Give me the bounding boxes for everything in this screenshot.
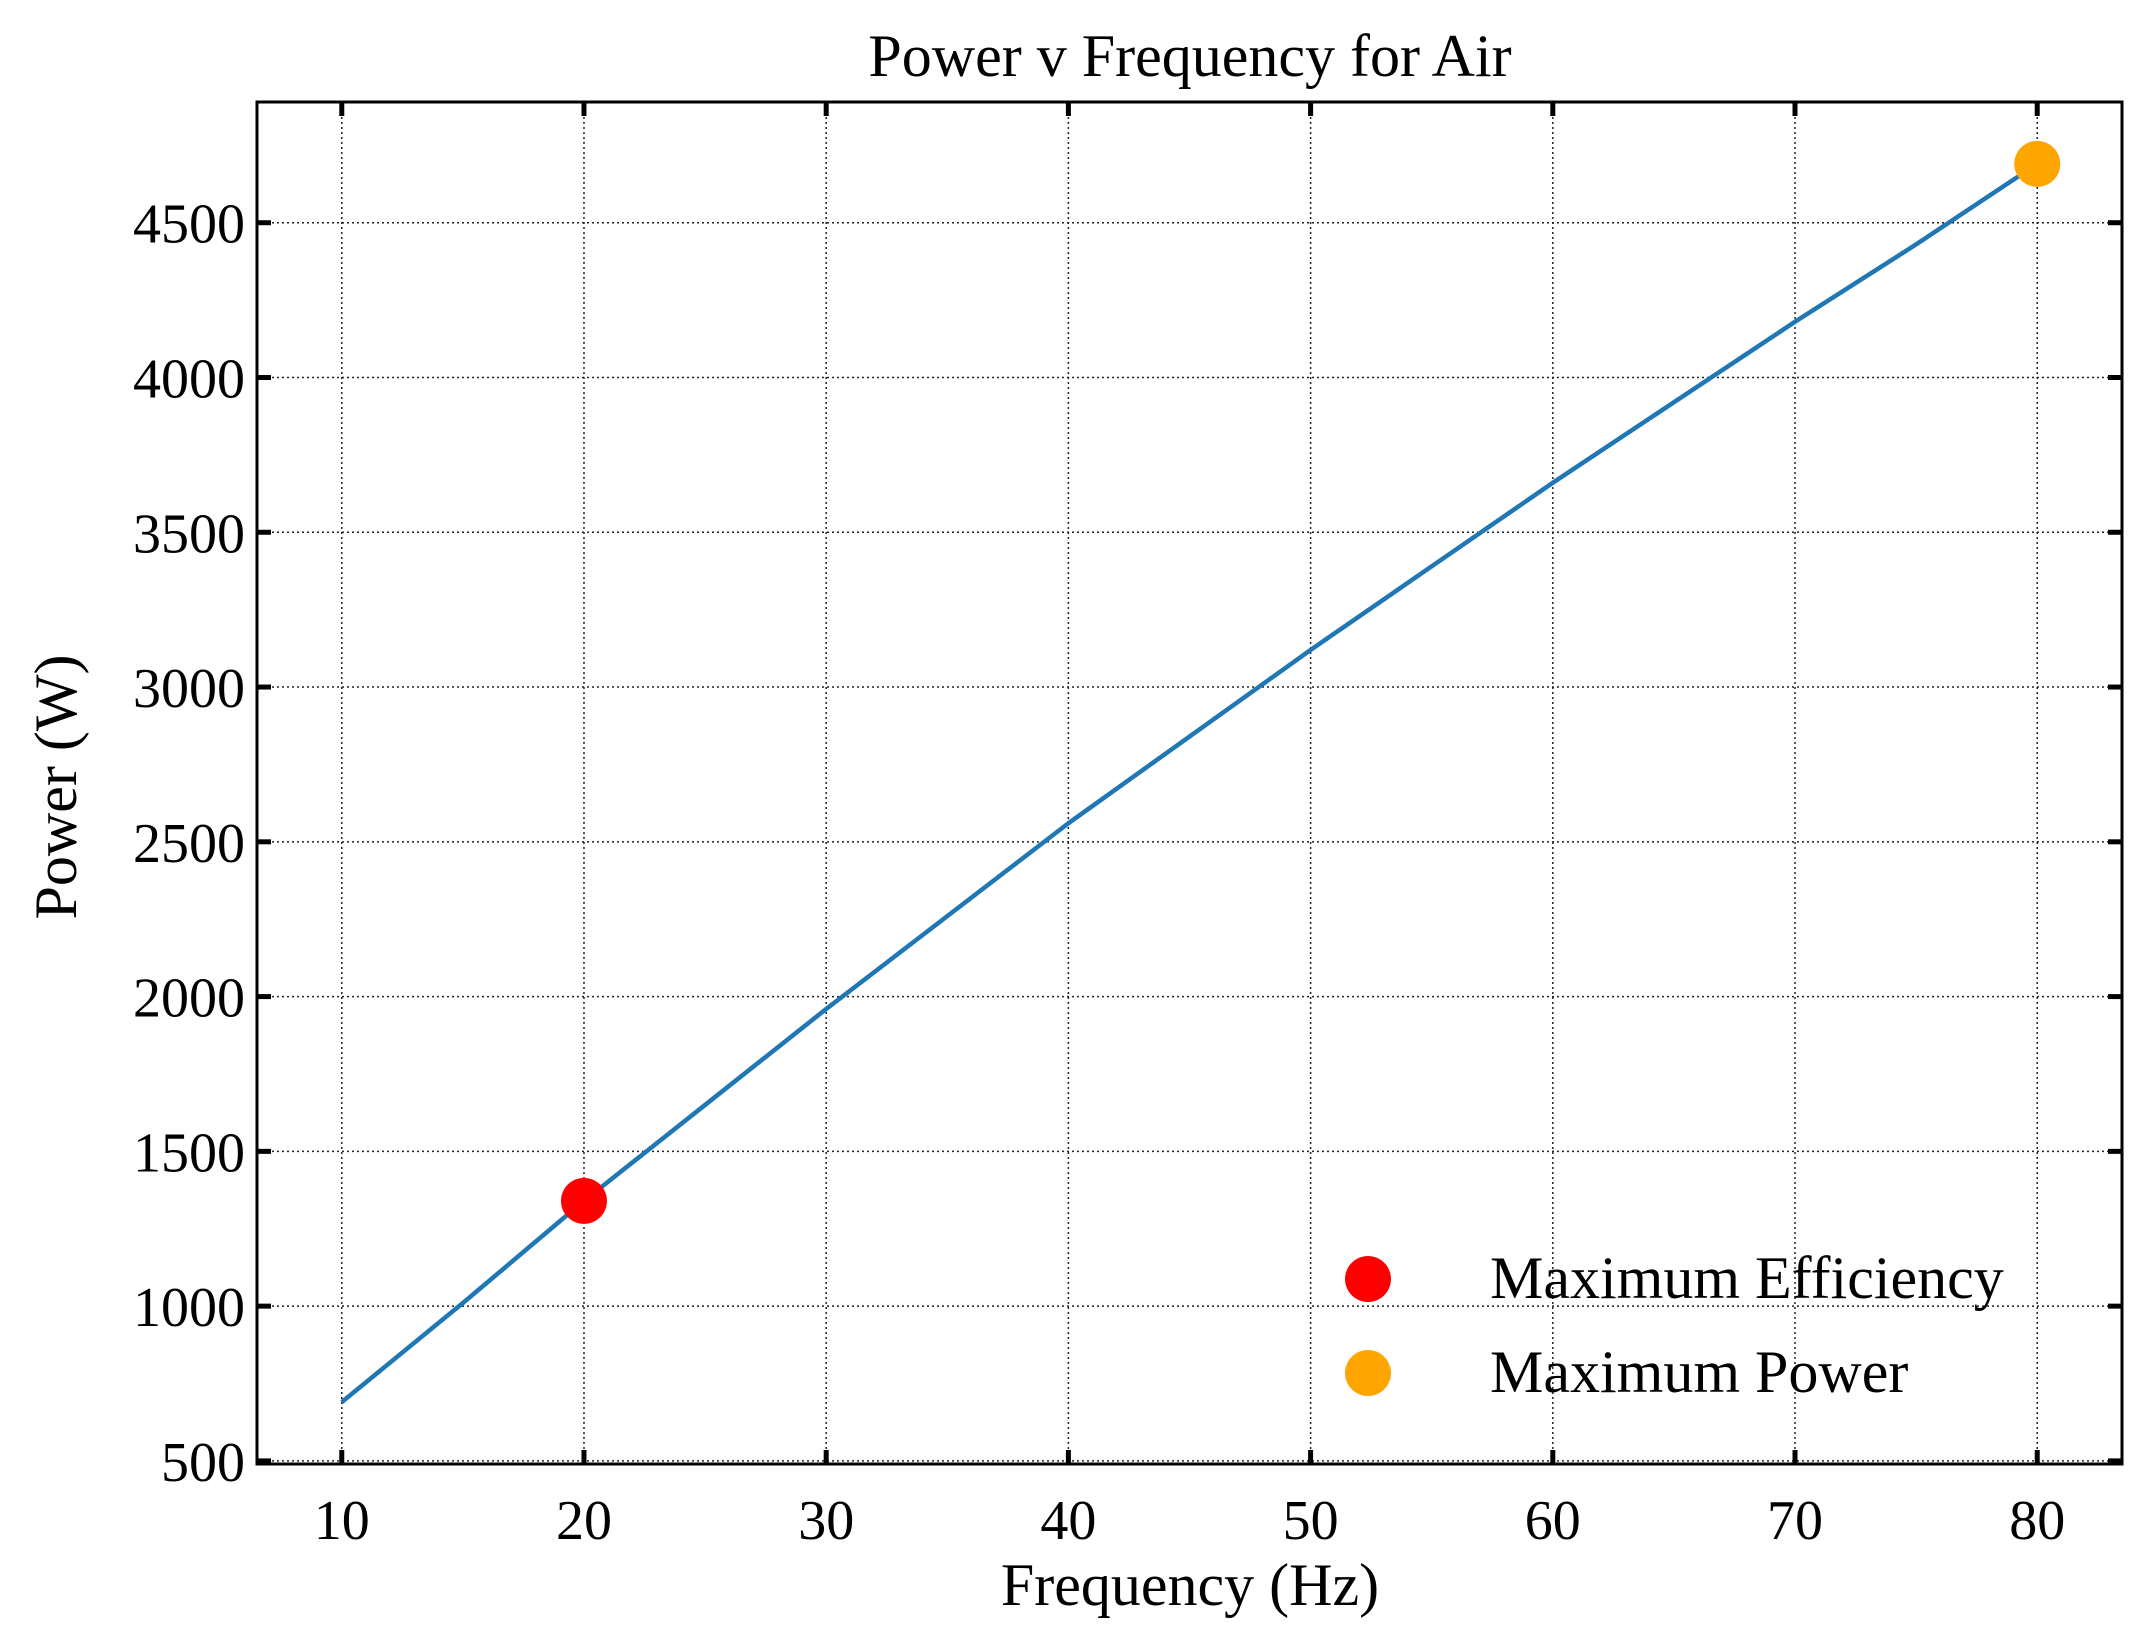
x-tick-label: 40 [1040,1490,1096,1552]
legend-label-maximum-power: Maximum Power [1490,1339,1908,1405]
legend-marker-maximum-power [1345,1350,1391,1396]
ticks [257,102,2122,1464]
x-tick-label: 20 [556,1490,612,1552]
plot-frame [255,100,2124,1466]
y-tick-label: 2000 [133,968,245,1030]
legend: Maximum Efficiency Maximum Power [1345,1245,2004,1405]
x-tick-label: 50 [1283,1490,1339,1552]
point-maximum-efficiency [560,1177,607,1224]
grid [257,102,2122,1464]
y-tick-label: 1000 [133,1277,245,1339]
x-tick-label: 80 [2009,1490,2065,1552]
x-tick-label: 10 [314,1490,370,1552]
y-tick-label: 2500 [133,813,245,875]
x-axis-label: Frequency (Hz) [1001,1552,1379,1618]
chart-title: Power v Frequency for Air [868,23,1511,89]
legend-label-maximum-efficiency: Maximum Efficiency [1490,1245,2004,1311]
y-tick-label: 4500 [133,194,245,256]
y-tick-label: 3500 [133,503,245,565]
point-maximum-power [2014,140,2061,187]
x-tick-labels: 10 20 30 40 50 60 70 80 [314,1490,2065,1552]
y-tick-label: 1500 [133,1122,245,1184]
y-tick-label: 4000 [133,348,245,410]
x-tick-label: 70 [1767,1490,1823,1552]
series-line [340,162,2039,1404]
y-tick-label: 500 [161,1432,245,1494]
y-axis-label: Power (W) [23,655,89,920]
series-layer [340,162,2039,1404]
y-tick-label: 3000 [133,658,245,720]
x-tick-label: 60 [1525,1490,1581,1552]
y-tick-labels: 500 1000 1500 2000 2500 3000 3500 4000 4500 [133,194,245,1494]
legend-marker-maximum-efficiency [1345,1256,1391,1302]
x-tick-label: 30 [798,1490,854,1552]
points-layer [560,140,2061,1224]
